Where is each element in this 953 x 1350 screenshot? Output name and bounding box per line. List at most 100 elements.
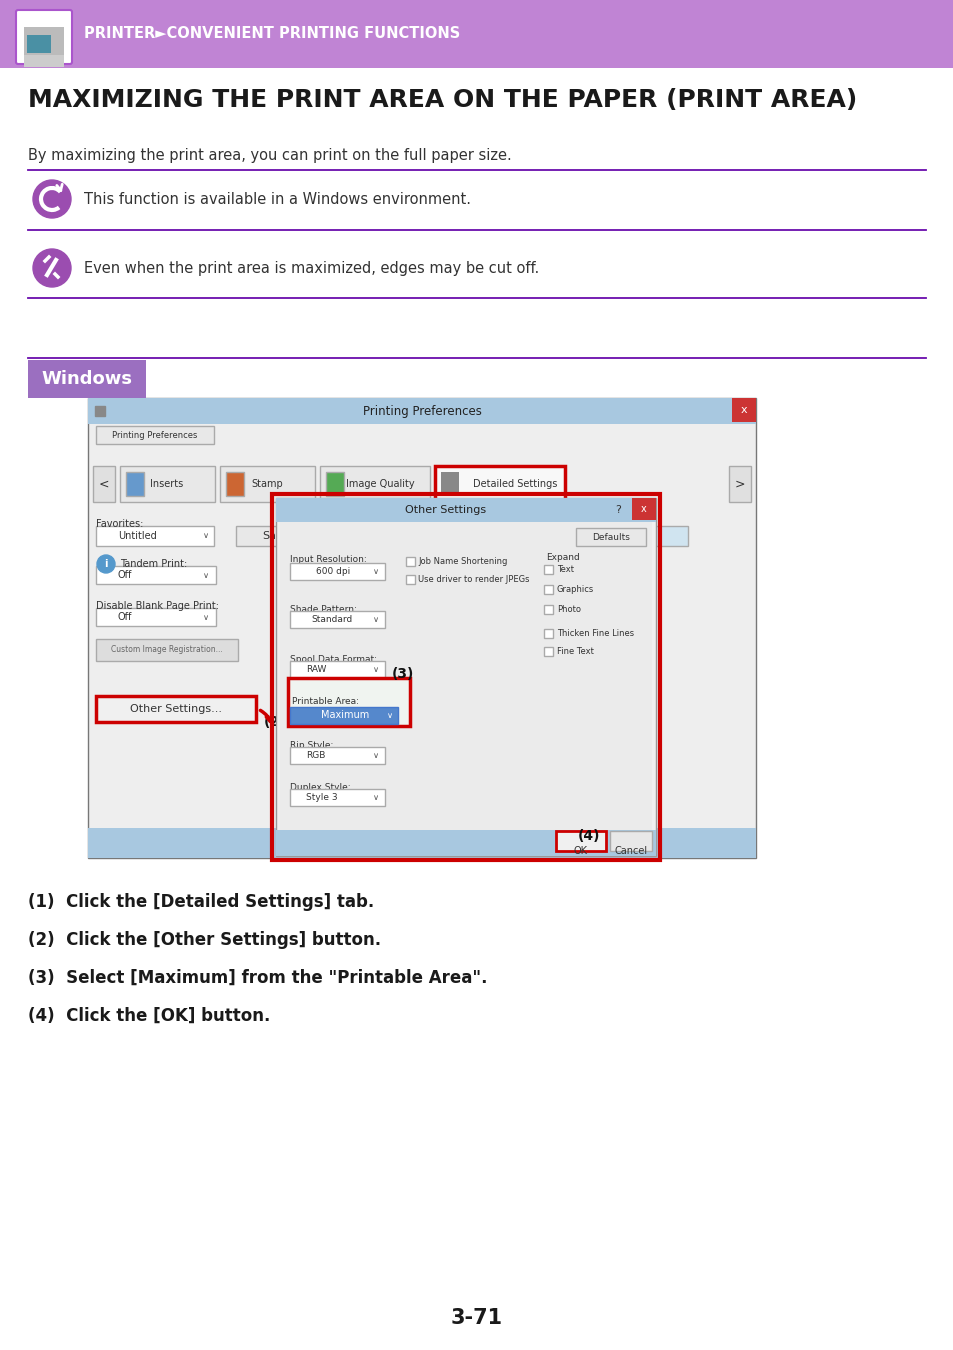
- Text: Expand: Expand: [545, 554, 579, 563]
- Text: i: i: [104, 559, 108, 568]
- Text: Style 3: Style 3: [306, 792, 337, 802]
- FancyBboxPatch shape: [435, 466, 564, 502]
- Text: By maximizing the print area, you can print on the full paper size.: By maximizing the print area, you can pr…: [28, 148, 511, 163]
- Text: Off: Off: [118, 612, 132, 622]
- Text: Favorites:: Favorites:: [96, 518, 143, 529]
- Text: Use driver to render JPEGs: Use driver to render JPEGs: [417, 575, 529, 583]
- Text: Other Settings...: Other Settings...: [130, 703, 222, 714]
- FancyBboxPatch shape: [567, 526, 687, 545]
- FancyBboxPatch shape: [88, 398, 755, 424]
- Text: ∨: ∨: [203, 532, 209, 540]
- FancyBboxPatch shape: [290, 563, 385, 580]
- FancyBboxPatch shape: [543, 585, 553, 594]
- Text: ∨: ∨: [203, 571, 209, 579]
- FancyBboxPatch shape: [220, 466, 314, 502]
- Text: ∨: ∨: [203, 613, 209, 621]
- Text: Graphics: Graphics: [557, 585, 594, 594]
- Text: RGB: RGB: [306, 751, 325, 760]
- Text: Maximum: Maximum: [320, 710, 369, 720]
- FancyBboxPatch shape: [280, 522, 651, 852]
- FancyBboxPatch shape: [96, 526, 213, 545]
- FancyBboxPatch shape: [609, 832, 651, 850]
- FancyBboxPatch shape: [235, 526, 315, 545]
- Text: ?: ?: [615, 505, 620, 514]
- Text: Photo: Photo: [557, 605, 580, 613]
- Text: Tandem Print:: Tandem Print:: [120, 559, 187, 568]
- Text: Custom Image Registration...: Custom Image Registration...: [111, 645, 223, 655]
- Text: Duplex Style:: Duplex Style:: [290, 783, 351, 792]
- FancyBboxPatch shape: [28, 360, 146, 398]
- FancyBboxPatch shape: [543, 647, 553, 656]
- FancyBboxPatch shape: [543, 566, 553, 574]
- FancyBboxPatch shape: [275, 498, 656, 522]
- FancyBboxPatch shape: [24, 27, 64, 57]
- FancyBboxPatch shape: [543, 605, 553, 614]
- FancyBboxPatch shape: [88, 398, 755, 859]
- Circle shape: [33, 180, 71, 217]
- Text: 600 dpi: 600 dpi: [315, 567, 350, 575]
- Text: >: >: [734, 478, 744, 490]
- Text: Inserts: Inserts: [151, 479, 183, 489]
- FancyBboxPatch shape: [0, 0, 953, 68]
- Text: PRINTER►CONVENIENT PRINTING FUNCTIONS: PRINTER►CONVENIENT PRINTING FUNCTIONS: [84, 27, 459, 42]
- Text: This function is available in a Windows environment.: This function is available in a Windows …: [84, 192, 471, 207]
- Text: Image Quality: Image Quality: [345, 479, 414, 489]
- Text: Standard: Standard: [311, 614, 352, 624]
- Text: OK: OK: [574, 846, 587, 856]
- FancyBboxPatch shape: [126, 472, 144, 495]
- Text: Fine Text: Fine Text: [557, 647, 594, 656]
- FancyBboxPatch shape: [96, 697, 255, 722]
- Text: x: x: [740, 405, 746, 414]
- FancyBboxPatch shape: [290, 612, 385, 628]
- Text: Detailed Settings: Detailed Settings: [473, 479, 557, 489]
- FancyBboxPatch shape: [275, 498, 656, 856]
- Text: Other Settings: Other Settings: [405, 505, 486, 514]
- FancyBboxPatch shape: [120, 466, 214, 502]
- Text: (1): (1): [571, 500, 593, 513]
- FancyBboxPatch shape: [96, 427, 213, 444]
- Text: Rip Style:: Rip Style:: [290, 741, 333, 751]
- FancyBboxPatch shape: [275, 830, 656, 856]
- Text: Job Name Shortening: Job Name Shortening: [417, 556, 507, 566]
- FancyBboxPatch shape: [631, 498, 656, 520]
- FancyBboxPatch shape: [290, 747, 385, 764]
- Text: (3): (3): [392, 667, 414, 680]
- Text: Input Resolution:: Input Resolution:: [290, 555, 366, 564]
- Text: Printing Preferences: Printing Preferences: [112, 431, 197, 440]
- Text: RAW: RAW: [306, 664, 326, 674]
- FancyBboxPatch shape: [326, 472, 344, 495]
- Text: (4)  Click the [OK] button.: (4) Click the [OK] button.: [28, 1007, 270, 1025]
- Text: Disable Blank Page Print:: Disable Blank Page Print:: [96, 601, 219, 612]
- FancyBboxPatch shape: [319, 466, 430, 502]
- Text: Shade Pattern:: Shade Pattern:: [290, 606, 356, 614]
- FancyBboxPatch shape: [96, 566, 215, 585]
- Text: Untitled: Untitled: [118, 531, 157, 541]
- FancyBboxPatch shape: [440, 472, 458, 495]
- Text: ∨: ∨: [373, 751, 378, 760]
- Text: ∨: ∨: [373, 792, 378, 802]
- Text: x: x: [640, 504, 646, 514]
- Text: (2)  Click the [Other Settings] button.: (2) Click the [Other Settings] button.: [28, 931, 381, 949]
- FancyBboxPatch shape: [576, 528, 645, 545]
- Text: Printing Preferences: Printing Preferences: [362, 405, 481, 417]
- FancyBboxPatch shape: [96, 639, 237, 662]
- Text: Defaults: Defaults: [592, 532, 629, 541]
- Text: Save: Save: [262, 531, 290, 541]
- Text: Text: Text: [557, 564, 574, 574]
- Text: Cancel: Cancel: [614, 846, 647, 856]
- FancyBboxPatch shape: [27, 35, 51, 53]
- Text: Stamp: Stamp: [251, 479, 283, 489]
- FancyBboxPatch shape: [728, 466, 750, 502]
- Text: Printable Area:: Printable Area:: [292, 698, 358, 706]
- Text: Defaults: Defaults: [604, 531, 651, 541]
- FancyBboxPatch shape: [406, 558, 415, 566]
- FancyBboxPatch shape: [406, 575, 415, 585]
- Text: <: <: [99, 478, 110, 490]
- Circle shape: [33, 248, 71, 288]
- FancyBboxPatch shape: [290, 788, 385, 806]
- FancyBboxPatch shape: [96, 608, 215, 626]
- Text: (4): (4): [578, 829, 599, 842]
- Text: MAXIMIZING THE PRINT AREA ON THE PAPER (PRINT AREA): MAXIMIZING THE PRINT AREA ON THE PAPER (…: [28, 88, 857, 112]
- Circle shape: [97, 555, 115, 572]
- Text: ∨: ∨: [373, 664, 378, 674]
